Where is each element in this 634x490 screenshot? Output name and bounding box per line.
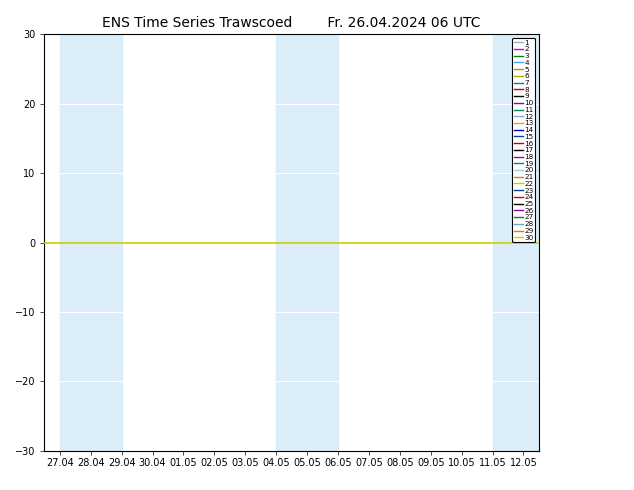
Bar (493, 34, 539, 451)
Title: ENS Time Series Trawscoed        Fr. 26.04.2024 06 UTC: ENS Time Series Trawscoed Fr. 26.04.2024… (102, 16, 481, 30)
Bar (276, 34, 338, 451)
Legend: 1, 2, 3, 4, 5, 6, 7, 8, 9, 10, 11, 12, 13, 14, 15, 16, 17, 18, 19, 20, 21, 22, 2: 1, 2, 3, 4, 5, 6, 7, 8, 9, 10, 11, 12, 1… (512, 38, 535, 243)
Bar (60, 34, 122, 451)
